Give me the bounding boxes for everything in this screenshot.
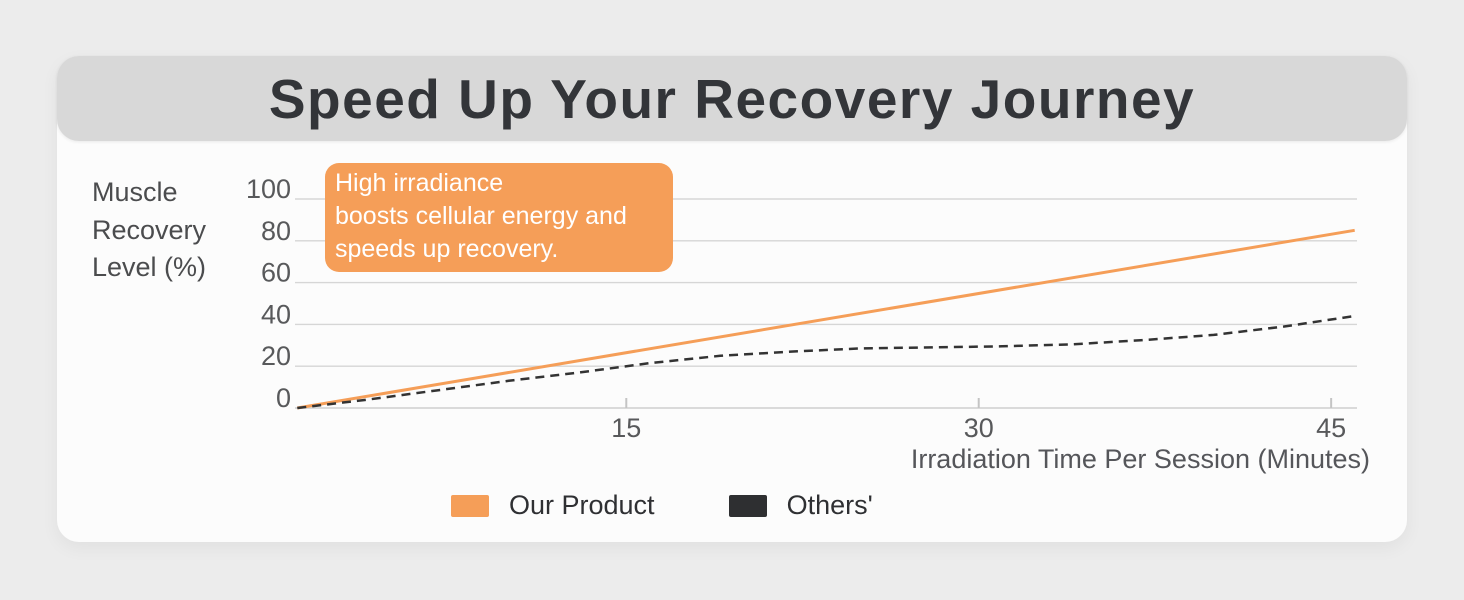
our-product-swatch-icon — [451, 494, 489, 517]
series-line-others — [297, 314, 1355, 410]
title-banner: Speed Up Your Recovery Journey — [57, 56, 1407, 141]
legend-item-others: Others' — [728, 490, 873, 521]
y-tick-label: 100 — [246, 174, 291, 204]
y-tick-label: 80 — [261, 216, 291, 246]
legend-label: Our Product — [509, 490, 655, 520]
chart-legend: Our Product Others' — [451, 490, 873, 521]
page-title: Speed Up Your Recovery Journey — [268, 67, 1196, 130]
series-line-our-product — [297, 228, 1355, 410]
annotation-callout: High irradiance boosts cellular energy a… — [325, 163, 673, 272]
x-tick-label: 30 — [964, 413, 994, 443]
others-swatch-icon — [728, 494, 767, 517]
legend-item-our-product: Our Product — [451, 490, 655, 521]
y-axis-title: Muscle Recovery Level (%) — [92, 177, 207, 282]
x-axis-title: Irradiation Time Per Session (Minutes) — [910, 444, 1370, 474]
legend-label: Others' — [786, 490, 873, 520]
x-tick-label: 45 — [1316, 413, 1346, 443]
y-tick-label: 60 — [261, 258, 291, 288]
x-tick-label: 15 — [611, 413, 641, 443]
y-tick-label: 0 — [276, 383, 291, 413]
y-tick-label: 40 — [261, 299, 291, 329]
y-tick-label: 20 — [261, 341, 291, 371]
